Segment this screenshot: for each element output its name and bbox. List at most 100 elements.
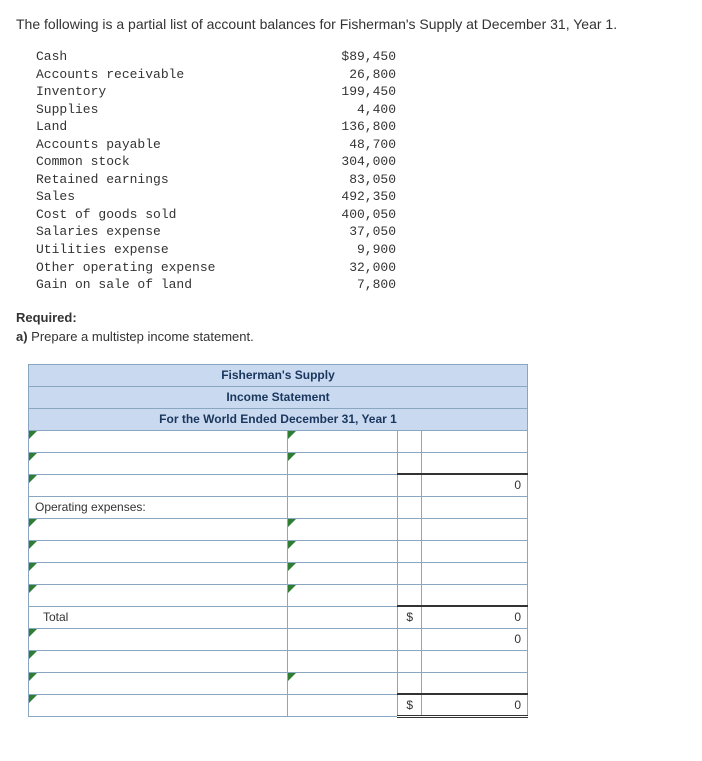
dropdown-corner-icon [29,563,37,571]
stmt-val-cell [422,452,528,474]
balance-label: Utilities expense [36,241,306,259]
balance-value: 9,900 [306,241,396,259]
dropdown-corner-icon [29,453,37,461]
dropdown-corner-icon [288,519,296,527]
stmt-mid-input[interactable] [288,584,398,606]
stmt-sym-cell [398,430,422,452]
stmt-val-cell: 0 [422,694,528,717]
dropdown-corner-icon [288,453,296,461]
balance-label: Accounts receivable [36,66,306,84]
stmt-label-input[interactable] [29,452,288,474]
dropdown-corner-icon [288,541,296,549]
stmt-label-input[interactable] [29,584,288,606]
dropdown-corner-icon [288,563,296,571]
stmt-mid-input[interactable] [288,518,398,540]
stmt-sym-cell [398,584,422,606]
balance-value: 400,050 [306,206,396,224]
balance-label: Retained earnings [36,171,306,189]
stmt-val-cell [422,496,528,518]
stmt-label-input[interactable] [29,628,288,650]
balance-value: 37,050 [306,223,396,241]
stmt-label-input[interactable] [29,518,288,540]
total-label: Total [29,606,288,628]
required-label: Required: [16,310,77,325]
income-statement-table: Fisherman's Supply Income Statement For … [28,364,528,719]
balance-value: 32,000 [306,259,396,277]
balance-value: 26,800 [306,66,396,84]
stmt-val-cell [422,518,528,540]
balance-label: Land [36,118,306,136]
balance-value: $89,450 [306,48,396,66]
stmt-mid-cell [288,628,398,650]
balance-row: Cost of goods sold400,050 [36,206,686,224]
balance-value: 199,450 [306,83,396,101]
dropdown-corner-icon [29,585,37,593]
stmt-mid-input[interactable] [288,540,398,562]
balance-row: Gain on sale of land7,800 [36,276,686,294]
balance-label: Common stock [36,153,306,171]
dropdown-corner-icon [29,673,37,681]
dropdown-corner-icon [29,651,37,659]
dropdown-corner-icon [29,629,37,637]
dropdown-corner-icon [288,431,296,439]
stmt-sym-cell [398,540,422,562]
balance-row: Utilities expense9,900 [36,241,686,259]
stmt-label-input[interactable] [29,540,288,562]
stmt-mid-cell [288,694,398,717]
balance-value: 136,800 [306,118,396,136]
stmt-label-input[interactable] [29,650,288,672]
stmt-label-input[interactable] [29,430,288,452]
balance-row: Sales492,350 [36,188,686,206]
stmt-header-period: For the World Ended December 31, Year 1 [29,408,528,430]
balance-row: Supplies4,400 [36,101,686,119]
balance-value: 492,350 [306,188,396,206]
stmt-val-cell [422,540,528,562]
dollar-sign: $ [398,606,422,628]
balance-row: Salaries expense37,050 [36,223,686,241]
dropdown-corner-icon [29,431,37,439]
stmt-sym-cell [398,518,422,540]
stmt-sym-cell [398,628,422,650]
stmt-val-cell: 0 [422,474,528,496]
balance-label: Cash [36,48,306,66]
stmt-label-input[interactable] [29,672,288,694]
stmt-label-input[interactable] [29,474,288,496]
balance-label: Cost of goods sold [36,206,306,224]
balance-row: Inventory199,450 [36,83,686,101]
stmt-mid-input[interactable] [288,672,398,694]
balance-label: Salaries expense [36,223,306,241]
dropdown-corner-icon [288,585,296,593]
stmt-val-cell [422,672,528,694]
balance-value: 7,800 [306,276,396,294]
balance-value: 4,400 [306,101,396,119]
balance-label: Other operating expense [36,259,306,277]
dropdown-corner-icon [29,519,37,527]
balance-label: Gain on sale of land [36,276,306,294]
stmt-sym-cell [398,452,422,474]
balance-label: Accounts payable [36,136,306,154]
stmt-mid-cell [288,650,398,672]
intro-text: The following is a partial list of accou… [16,16,686,32]
stmt-mid-input[interactable] [288,452,398,474]
stmt-sym-cell [398,496,422,518]
balance-row: Common stock304,000 [36,153,686,171]
stmt-val-cell [422,430,528,452]
part-a-text: a) Prepare a multistep income statement. [16,329,686,344]
dropdown-corner-icon [29,541,37,549]
balance-row: Cash$89,450 [36,48,686,66]
stmt-mid-input[interactable] [288,562,398,584]
operating-expenses-label: Operating expenses: [29,496,288,518]
stmt-header-company: Fisherman's Supply [29,364,528,386]
stmt-val-cell: 0 [422,628,528,650]
balance-row: Accounts payable48,700 [36,136,686,154]
balance-row: Other operating expense32,000 [36,259,686,277]
balance-label: Supplies [36,101,306,119]
dropdown-corner-icon [288,673,296,681]
balance-value: 83,050 [306,171,396,189]
stmt-label-input[interactable] [29,562,288,584]
stmt-mid-input[interactable] [288,430,398,452]
stmt-label-input[interactable] [29,694,288,717]
stmt-header-title: Income Statement [29,386,528,408]
stmt-sym-cell [398,562,422,584]
dropdown-corner-icon [29,475,37,483]
